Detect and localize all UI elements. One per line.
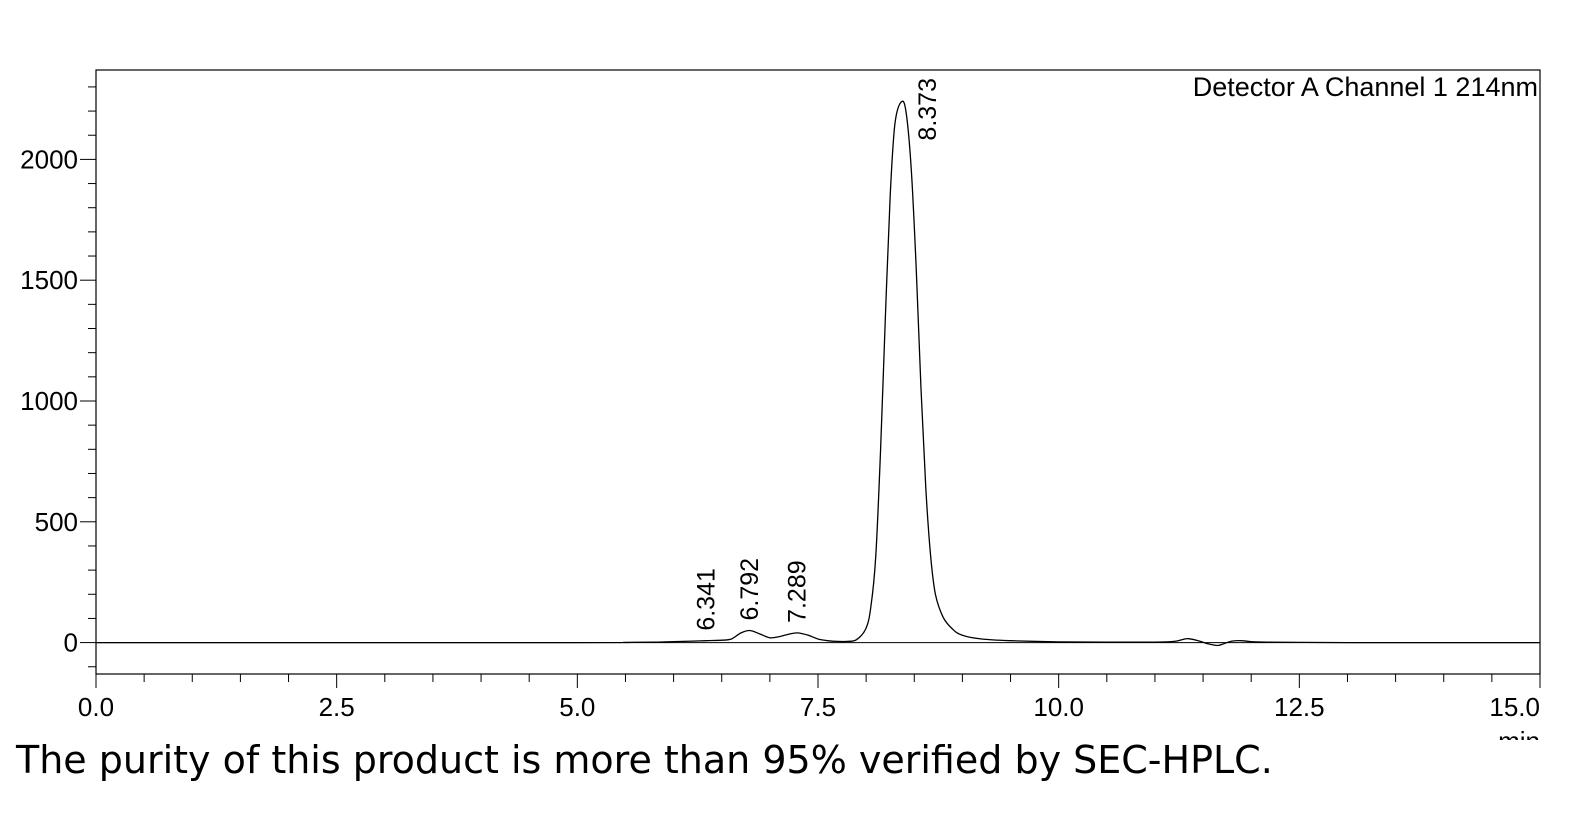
y-tick-label: 0 [64, 628, 78, 658]
y-tick-label: 1500 [20, 265, 78, 295]
x-tick-label: 0.0 [78, 692, 114, 722]
legend-detector-channel: Detector A Channel 1 214nm [1193, 72, 1538, 102]
x-tick-label: 2.5 [319, 692, 355, 722]
x-tick-label: 10.0 [1033, 692, 1084, 722]
peak-label: 6.341 [692, 568, 720, 631]
x-tick-label: 12.5 [1274, 692, 1325, 722]
x-tick-label: 7.5 [800, 692, 836, 722]
x-tick-label: 5.0 [559, 692, 595, 722]
x-axis: 0.0 2.5 5.0 7.5 10.0 12.5 15.0 [78, 674, 1541, 722]
y-axis: 0 500 1000 1500 2000 [20, 86, 96, 668]
x-axis-unit-label: min [1498, 726, 1540, 740]
y-tick-label: 500 [35, 507, 78, 537]
chromatogram-chart: 0 500 1000 1500 2000 0.0 2.5 5.0 7.5 10.0 12.5 15.… [20, 69, 1541, 740]
peak-label-group: 6.341 6.792 7.289 8.373 [692, 78, 942, 631]
peak-label: 6.792 [736, 558, 764, 621]
y-tick-label: 1000 [20, 386, 78, 416]
plot-border [95, 69, 1541, 675]
chromatogram-trace [95, 100, 1540, 647]
chromatogram-trace-group [95, 100, 1540, 647]
purity-caption: The purity of this product is more than … [16, 738, 1273, 782]
plot-frame [95, 69, 1541, 675]
peak-label: 8.373 [914, 78, 942, 141]
y-tick-label: 2000 [20, 144, 78, 174]
x-tick-label: 15.0 [1489, 692, 1540, 722]
peak-label: 7.289 [784, 560, 812, 623]
